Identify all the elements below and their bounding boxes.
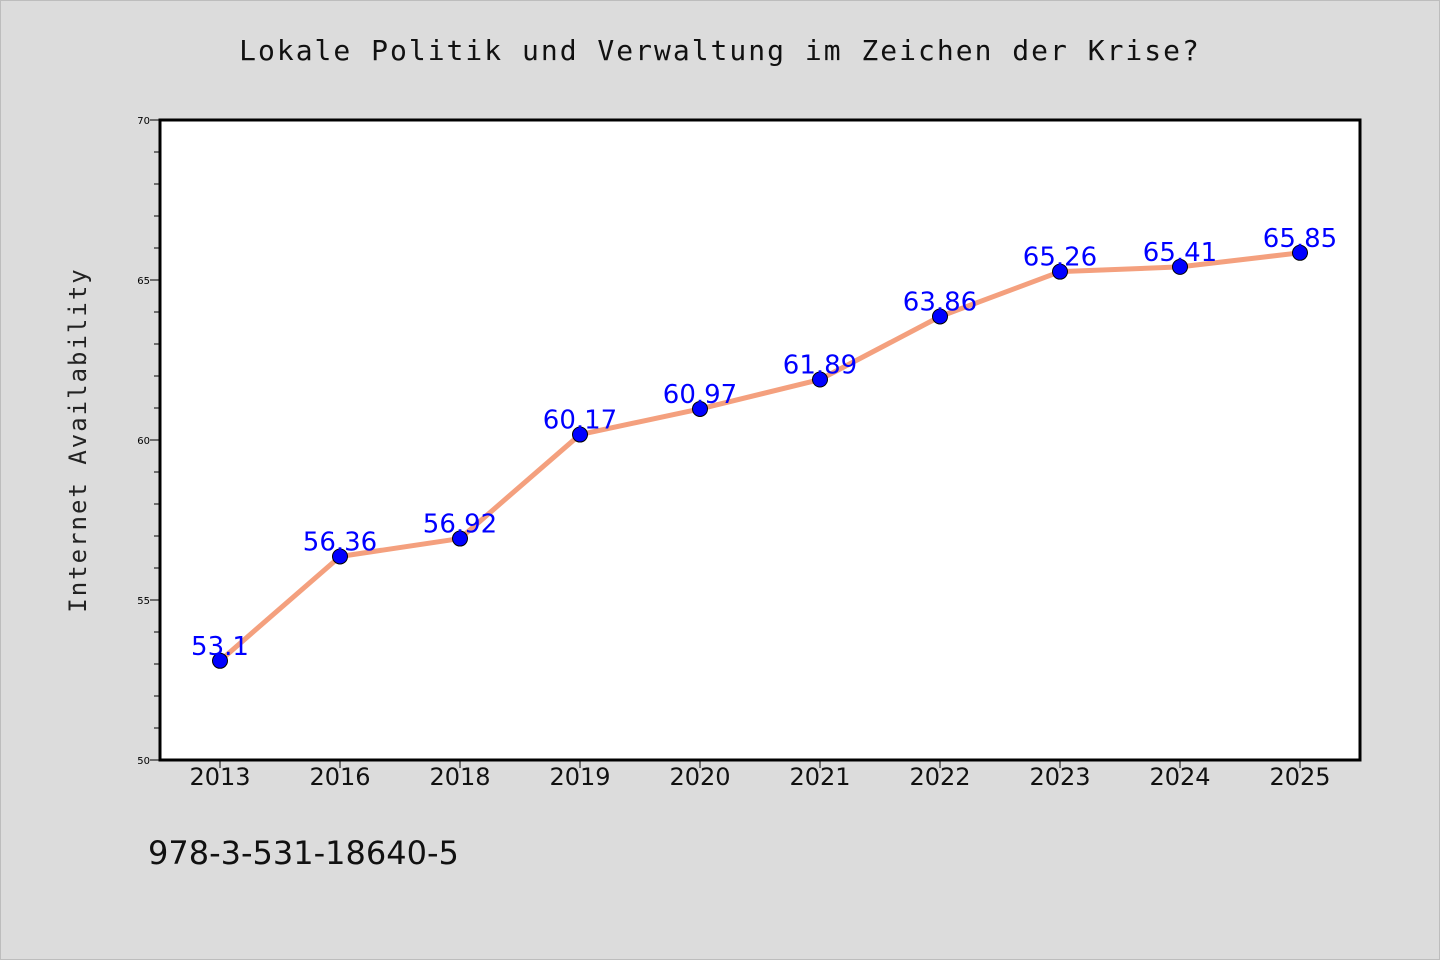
data-labels: 53.1 56.36 56.92 60.17 60.97 61.89 63.86 65.26 6… [191,224,1337,662]
data-label: 60.17 [543,406,617,436]
data-point-marker [692,400,708,417]
x-tick-label: 2020 [669,763,730,791]
series-line [218,250,1301,663]
y-tick-label: 65 [137,276,150,287]
data-label: 56.36 [303,527,377,557]
data-label: 65.26 [1023,243,1097,273]
data-point-marker [452,530,468,547]
x-tick-label: 2019 [549,763,610,791]
x-tick-label: 2013 [189,763,250,791]
y-tick-label: 60 [137,436,150,447]
data-point-marker [572,426,588,443]
x-tick-label: 2022 [909,763,970,791]
data-label: 61.89 [783,351,857,381]
footnote-isbn: 978-3-531-18640-5 [148,834,459,872]
x-tick-label: 2025 [1269,763,1330,791]
data-point-marker [332,548,348,565]
x-tick-label: 2021 [789,763,850,791]
data-point-marker [812,371,828,388]
x-tick-label: 2023 [1029,763,1090,791]
y-axis: 50 55 60 65 70 [137,116,160,767]
y-tick-label: 50 [137,756,150,767]
chart-title: Lokale Politik und Verwaltung im Zeichen… [239,34,1201,67]
data-label: 53.1 [191,632,249,662]
x-tick-label: 2024 [1149,763,1210,791]
data-label: 60.97 [663,380,737,410]
data-label: 63.86 [903,287,977,317]
data-point-marker [1052,263,1068,280]
y-axis-label: Internet Availability [64,267,92,612]
plot-area [158,118,1362,762]
data-label: 65.41 [1143,238,1217,268]
y-tick-label: 70 [137,116,150,127]
data-label: 65.85 [1263,224,1337,254]
data-point-marker [1172,258,1188,275]
x-tick-label: 2018 [429,763,490,791]
x-tick-label: 2016 [309,763,370,791]
y-tick-label: 55 [137,596,150,607]
data-point-marker [932,308,948,325]
series-markers [212,244,1308,669]
x-axis: 2013 2016 2018 2019 2020 2021 2022 2023 2024 2025 [189,760,1331,791]
data-label: 56.92 [423,510,497,540]
data-point-marker [212,652,228,669]
data-point-marker [1292,244,1308,261]
